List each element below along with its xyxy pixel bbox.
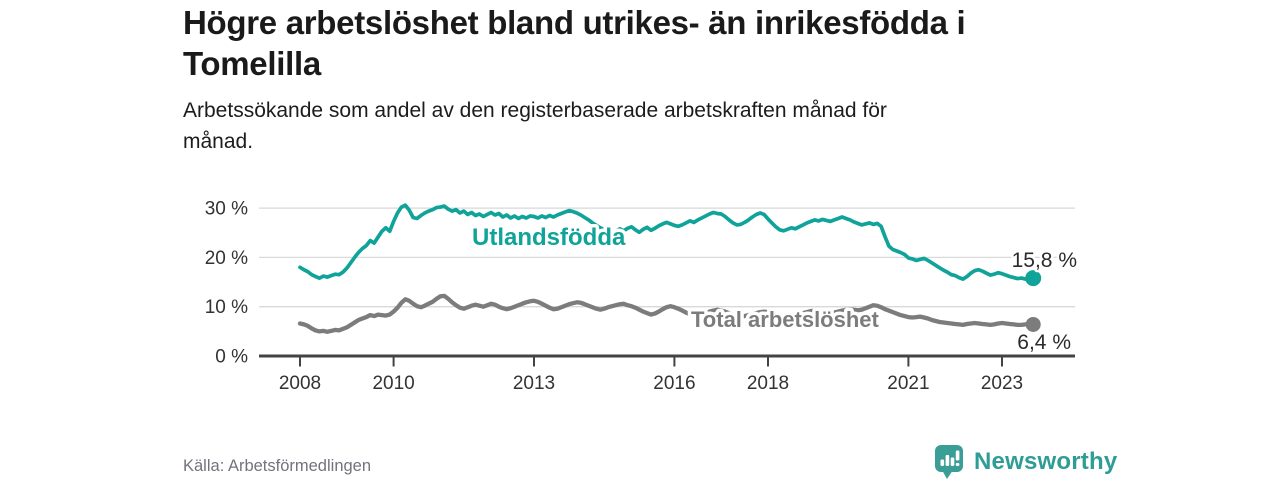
y-tick-label: 0 % — [215, 347, 248, 368]
x-tick-label: 2021 — [887, 373, 929, 394]
x-tick-label: 2008 — [279, 373, 321, 394]
series-label-total-arbetsloshet: Total arbetslöshet — [691, 307, 880, 332]
x-tick-label: 2018 — [747, 373, 789, 394]
chart-subtitle: Arbetssökande som andel av den registerb… — [183, 99, 887, 153]
series-line-utlandsfodda — [298, 203, 1036, 281]
source-attribution: Källa: Arbetsförmedlingen — [183, 457, 372, 475]
y-tick-label: 30 % — [205, 199, 248, 220]
x-tick-label: 2013 — [513, 373, 555, 394]
y-tick-label: 20 % — [205, 248, 248, 269]
x-tick-label: 2023 — [981, 373, 1023, 394]
newsworthy-logo: Newsworthy — [934, 444, 1117, 480]
x-tick-label: 2010 — [372, 373, 414, 394]
end-dot-utlandsfodda — [1025, 270, 1042, 287]
x-tick-label: 2016 — [653, 373, 695, 394]
end-dot-total-arbetsloshet — [1025, 316, 1041, 332]
chart-title: Högre arbetslöshet bland utrikes- än inr… — [183, 4, 966, 82]
series-line-total-arbetsloshet — [297, 293, 1036, 334]
end-value-label-total-arbetsloshet: 6,4 % — [1017, 331, 1071, 354]
y-tick-label: 10 % — [205, 297, 248, 318]
end-value-label-utlandsfodda: 15,8 % — [1012, 249, 1077, 272]
newsworthy-logo-icon — [935, 445, 963, 479]
series-label-utlandsfodda: Utlandsfödda — [472, 224, 626, 251]
newsworthy-logo-text: Newsworthy — [974, 448, 1118, 475]
